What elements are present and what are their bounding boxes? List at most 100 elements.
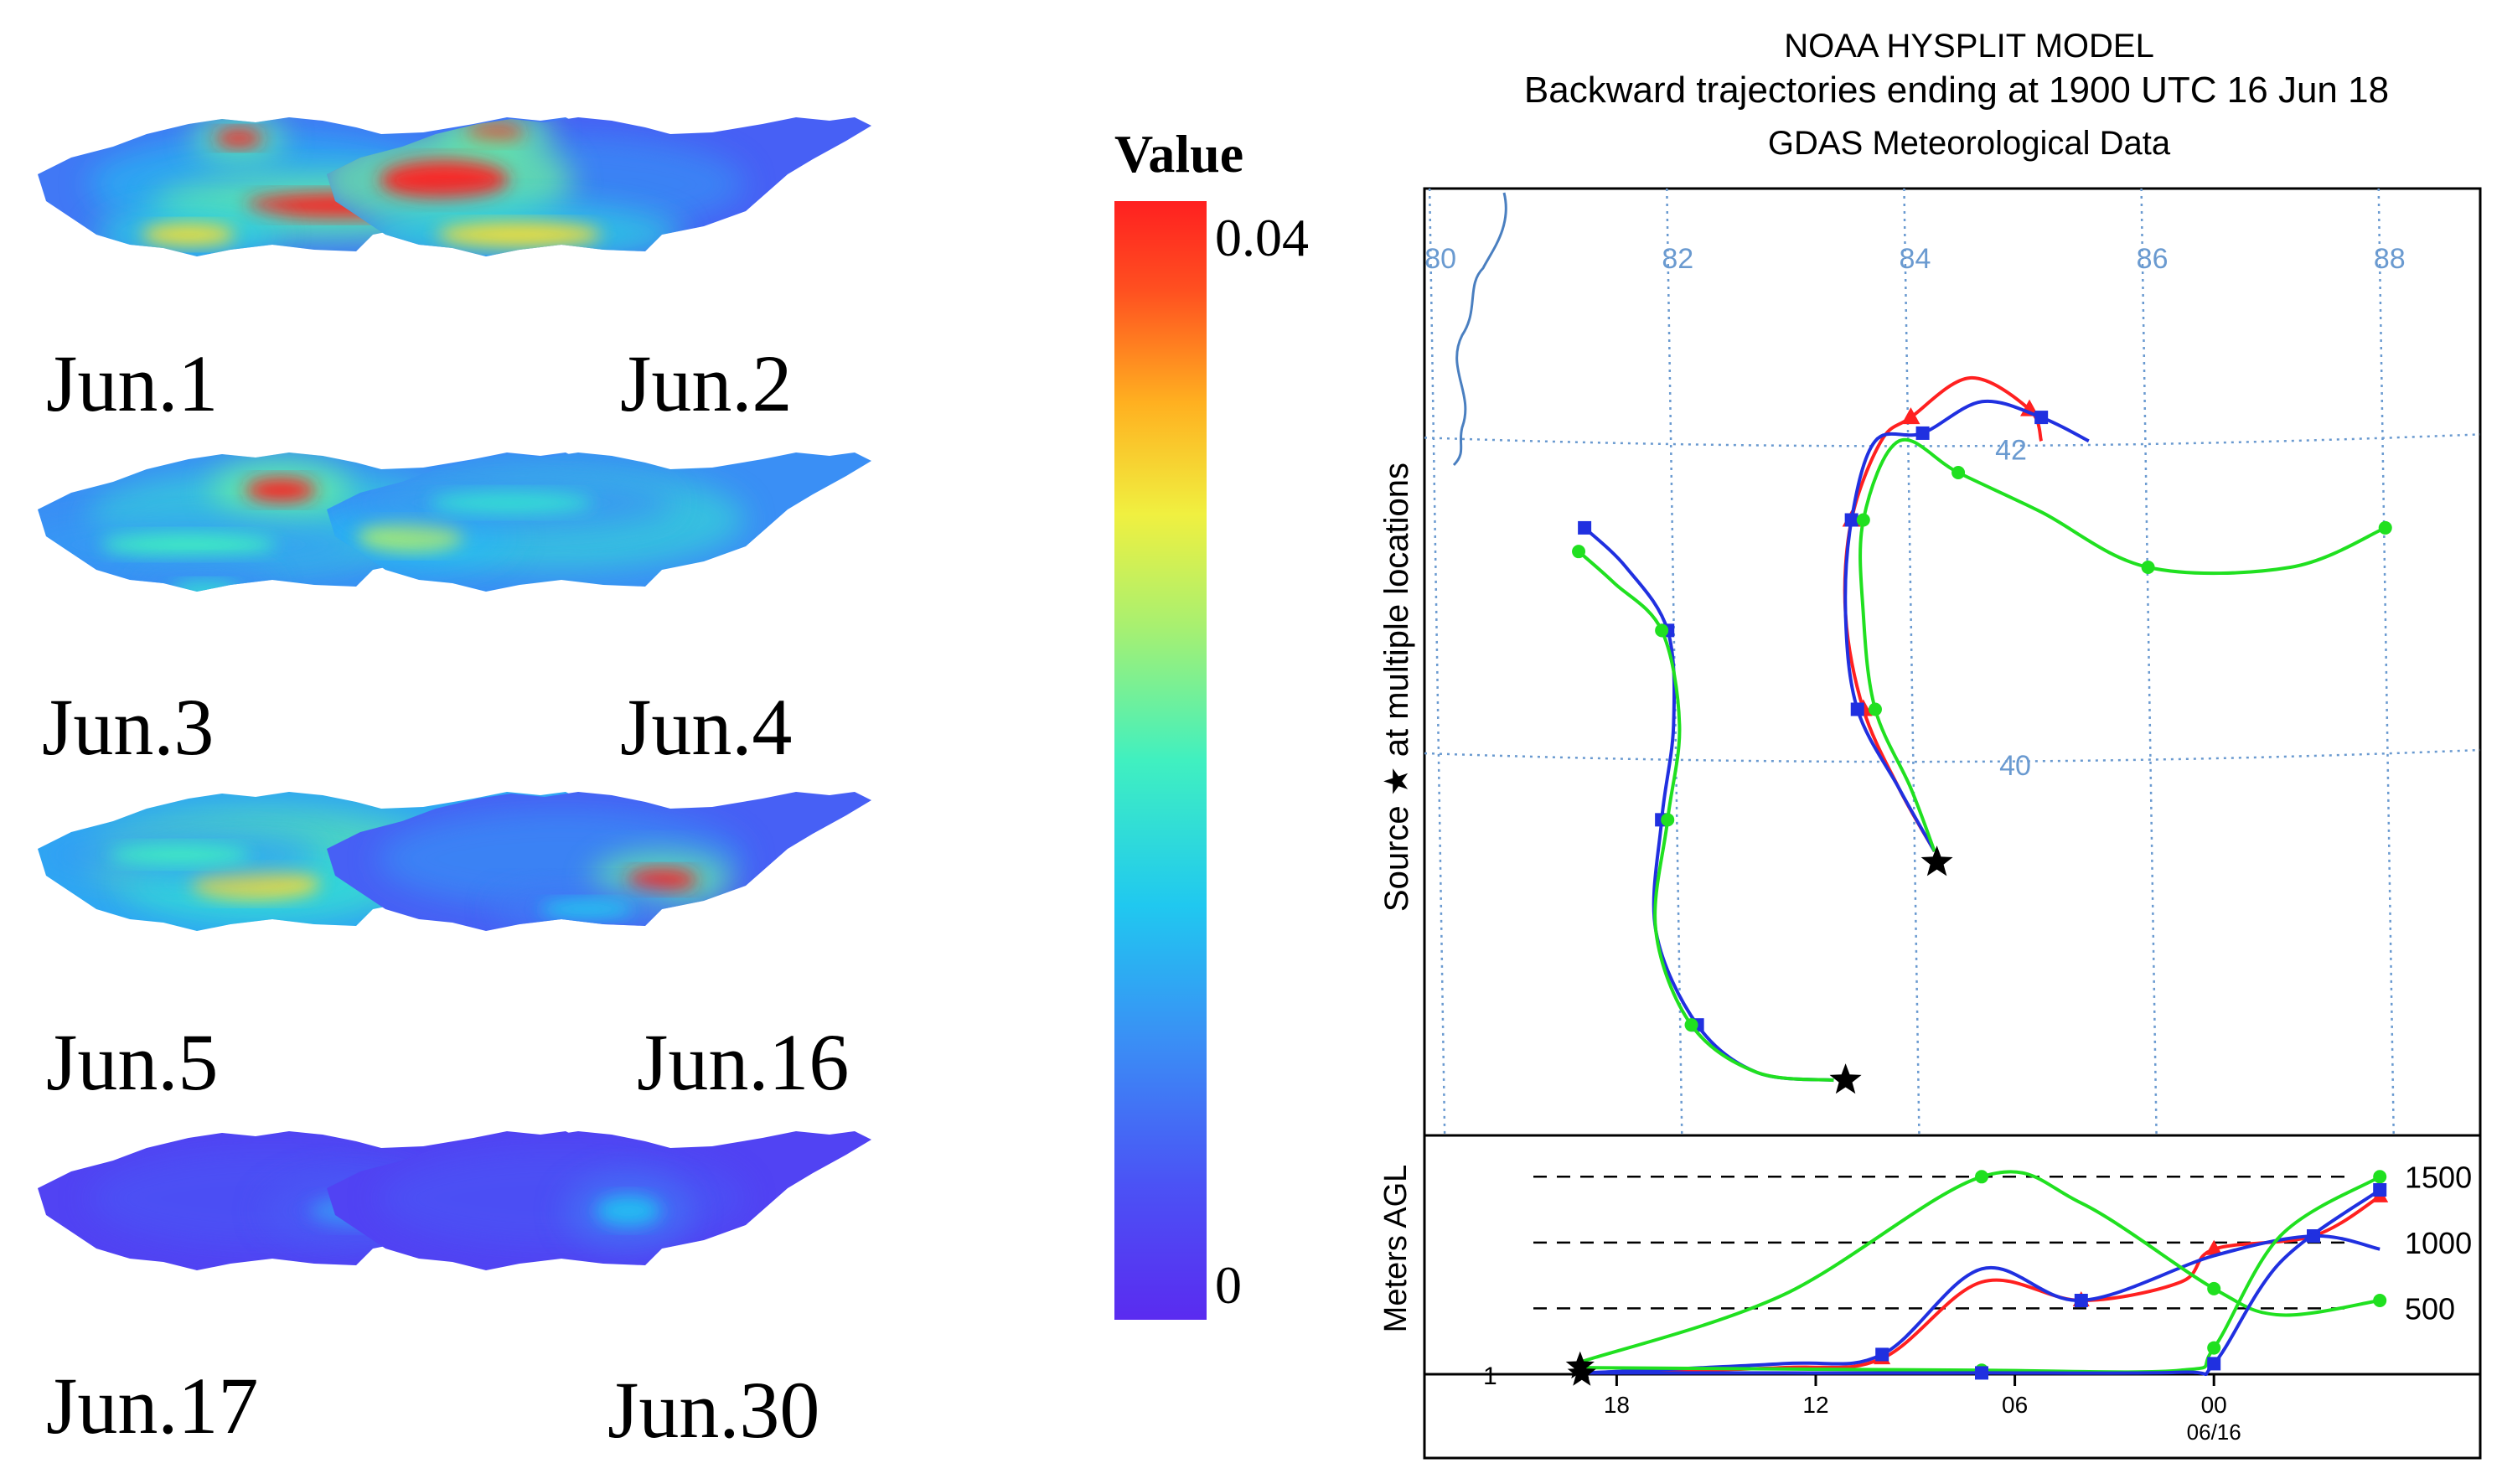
colorbar-min-label: 0 xyxy=(1215,1255,1242,1315)
source-star-icon xyxy=(1829,1063,1862,1094)
ground-label: 1 xyxy=(1483,1362,1497,1390)
altitude-xtick-label: 18 xyxy=(1604,1392,1630,1418)
colorbar-gradient xyxy=(1114,201,1207,1320)
trajectory-marker xyxy=(1655,623,1669,638)
region-fill xyxy=(377,809,746,931)
border-line xyxy=(1452,192,1507,467)
hotspot xyxy=(142,223,235,246)
source-star-icon xyxy=(1567,1358,1596,1386)
lat-tick-label: 42 xyxy=(1995,434,2027,466)
trajectory-marker xyxy=(1915,426,1930,440)
altitude-marker xyxy=(1975,1366,1988,1380)
colorbar-title: Value xyxy=(1114,124,1243,184)
trajectory-marker xyxy=(1901,407,1920,425)
chart-subtitle: Backward trajectories ending at 1900 UTC… xyxy=(1524,70,2389,111)
trajectory-marker xyxy=(1850,702,1864,716)
chart-title: NOAA HYSPLIT MODEL xyxy=(1784,28,2154,65)
hotspot xyxy=(170,582,240,592)
trajectory-marker xyxy=(1856,513,1870,527)
map-2 xyxy=(327,117,871,256)
hotspot xyxy=(429,491,593,514)
trajectory-marker xyxy=(1661,813,1675,827)
altitude-marker xyxy=(1975,1170,1988,1184)
hotspot xyxy=(110,845,251,865)
lon-tick-label: 88 xyxy=(2374,243,2406,275)
trajectories xyxy=(1572,375,2392,1094)
altitude-ytick-label: 500 xyxy=(2405,1291,2455,1326)
trajectory-marker xyxy=(2141,561,2155,574)
trajectory-marker xyxy=(2378,520,2392,535)
map-6 xyxy=(327,792,871,931)
chart-subtitle2: GDAS Meteorological Data xyxy=(1768,125,2171,162)
region-fill xyxy=(327,117,746,256)
trajectory-marker xyxy=(1868,702,1882,716)
hotspot xyxy=(101,533,277,556)
altitude-ytick-label: 1500 xyxy=(2405,1160,2472,1194)
map-label: Jun.4 xyxy=(620,682,792,772)
trajectory-marker xyxy=(1578,520,1592,535)
lat-gridline xyxy=(1424,433,2481,447)
map-label: Jun.3 xyxy=(42,682,214,772)
altitude-marker xyxy=(2205,1239,2223,1255)
altitude-xtick-label: 12 xyxy=(1802,1392,1828,1418)
lon-gridline xyxy=(2140,188,2158,1136)
hotspot xyxy=(215,129,262,147)
lon-gridline xyxy=(1428,188,1446,1136)
map-ylabel: Source ★ at multiple locations xyxy=(1378,463,1415,912)
lat-tick-label: 40 xyxy=(1999,750,2031,782)
map-label: Jun.1 xyxy=(46,339,218,428)
region-fill xyxy=(327,469,746,574)
hotspot xyxy=(596,1196,661,1226)
altitude-line-green-lower xyxy=(1583,1175,2381,1374)
trajectory-source2-green xyxy=(1577,550,1834,1083)
colorbar: Value 0.04 0 xyxy=(1114,124,1309,1320)
map-4 xyxy=(327,452,871,592)
trajectory-source1-green xyxy=(1858,437,2386,852)
altitude-series xyxy=(1565,1170,2389,1386)
map-label: Jun.17 xyxy=(46,1361,258,1450)
map-8 xyxy=(327,1131,871,1270)
map-label: Jun.5 xyxy=(46,1017,218,1107)
altitude-line-green-upper xyxy=(1583,1170,2381,1363)
trajectory-marker xyxy=(1951,466,1966,479)
altitude-line-blue-lower xyxy=(1583,1188,2381,1377)
trajectory-source2-blue xyxy=(1583,526,1834,1083)
altitude-marker xyxy=(2074,1294,2088,1307)
lon-tick-label: 80 xyxy=(1424,243,1456,275)
lon-tick-label: 86 xyxy=(2137,243,2169,275)
hotspot xyxy=(380,160,509,200)
trajectory-marker xyxy=(1684,1018,1698,1032)
altitude-frame xyxy=(1423,1134,2482,1460)
source-star-icon xyxy=(1920,845,1953,876)
hotspot xyxy=(627,868,697,892)
left-panel: Jun.1 Jun.2 Jun.3 Jun.4 Jun.5 Jun.16 Jun.17 Jun… xyxy=(38,117,871,1455)
background-haze xyxy=(377,1148,746,1249)
lon-gridline xyxy=(1903,188,1920,1136)
altitude-marker xyxy=(2207,1357,2221,1371)
trajectory-marker xyxy=(1844,513,1858,527)
lat-gridline xyxy=(1424,748,2481,763)
region-fill xyxy=(377,1148,746,1249)
altitude-marker xyxy=(2207,1281,2221,1295)
map-label: Jun.2 xyxy=(620,339,792,428)
altitude-marker xyxy=(2373,1183,2387,1197)
altitude-marker xyxy=(2207,1341,2221,1355)
lon-tick-label: 82 xyxy=(1662,243,1693,275)
altitude-xtick-label: 00 xyxy=(2201,1392,2227,1418)
trajectory-marker xyxy=(2034,411,2049,425)
hotspot xyxy=(437,222,602,247)
hysplit-panel: NOAA HYSPLIT MODEL Backward trajectories … xyxy=(1378,28,2482,1460)
altitude-ytick-label: 1000 xyxy=(2405,1226,2472,1260)
hotspot xyxy=(246,478,316,503)
altitude-line-blue-upper xyxy=(1583,1233,2381,1375)
lon-gridline xyxy=(2377,188,2395,1136)
map-frame xyxy=(1423,187,2482,1137)
trajectory-source1-blue xyxy=(1843,399,2090,852)
colorbar-max-label: 0.04 xyxy=(1215,208,1309,267)
altitude-line-red xyxy=(1583,1195,2381,1375)
altitude-marker xyxy=(2373,1170,2387,1184)
hotspot xyxy=(358,521,463,551)
lon-tick-label: 84 xyxy=(1900,243,1931,275)
altitude-marker xyxy=(2373,1294,2387,1307)
